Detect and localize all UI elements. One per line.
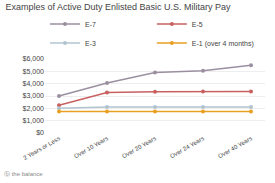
svg-text:$2,000: $2,000 bbox=[23, 105, 45, 112]
svg-text:Over 10 Years: Over 10 Years bbox=[73, 135, 109, 159]
svg-text:$3,000: $3,000 bbox=[23, 92, 45, 99]
svg-text:Over 24 Years: Over 24 Years bbox=[169, 135, 205, 159]
svg-text:$1,000: $1,000 bbox=[23, 117, 45, 124]
svg-text:E-5: E-5 bbox=[192, 21, 203, 28]
svg-text:E-7: E-7 bbox=[85, 21, 96, 28]
svg-text:E-1 (over 4 months): E-1 (over 4 months) bbox=[192, 40, 254, 48]
svg-text:ⓑ the balance: ⓑ the balance bbox=[4, 171, 43, 177]
svg-text:E-3: E-3 bbox=[85, 40, 96, 47]
svg-text:$0: $0 bbox=[36, 129, 44, 136]
svg-text:Over 20 Years: Over 20 Years bbox=[121, 135, 157, 159]
svg-text:Examples of Active Duty Enlist: Examples of Active Duty Enlisted Basic U… bbox=[6, 2, 232, 12]
svg-text:$6,000: $6,000 bbox=[23, 55, 45, 62]
svg-text:$5,000: $5,000 bbox=[23, 68, 45, 75]
svg-text:$4,000: $4,000 bbox=[23, 80, 45, 87]
svg-text:2 Years or Less: 2 Years or Less bbox=[22, 135, 61, 161]
svg-text:Over 40 Years: Over 40 Years bbox=[217, 135, 253, 159]
